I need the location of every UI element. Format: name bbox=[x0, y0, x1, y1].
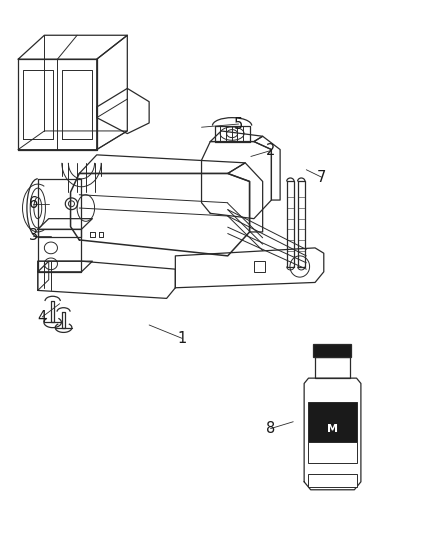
Bar bbox=[307, 442, 357, 463]
Bar bbox=[307, 402, 357, 442]
Text: 6: 6 bbox=[29, 196, 38, 211]
Text: 2: 2 bbox=[266, 143, 275, 158]
Text: 3: 3 bbox=[29, 228, 38, 243]
Text: 5: 5 bbox=[234, 117, 243, 132]
Bar bbox=[315, 357, 350, 378]
Text: 1: 1 bbox=[177, 331, 187, 346]
Text: 8: 8 bbox=[266, 421, 275, 436]
Text: 7: 7 bbox=[317, 169, 326, 185]
Bar bbox=[254, 261, 265, 272]
Bar bbox=[307, 474, 357, 487]
Text: M: M bbox=[327, 424, 338, 434]
Text: 4: 4 bbox=[38, 310, 47, 325]
Bar bbox=[313, 344, 351, 357]
